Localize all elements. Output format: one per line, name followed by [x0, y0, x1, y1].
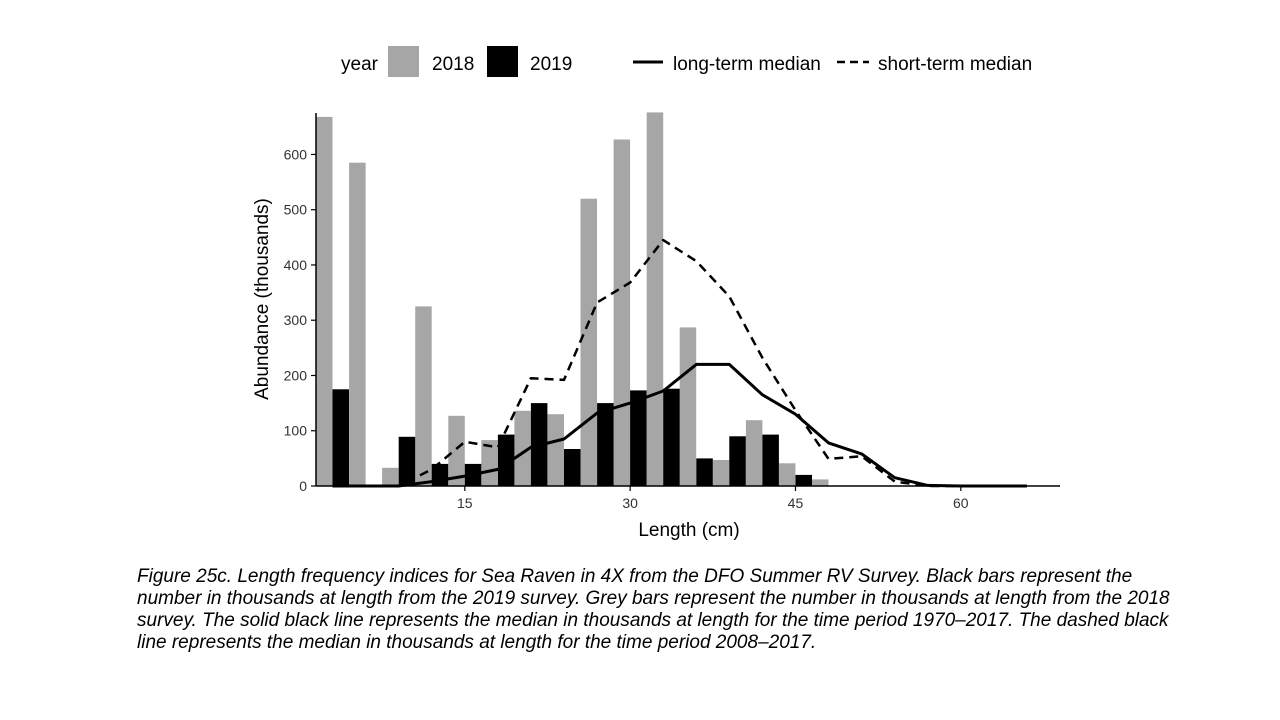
bar-2018-48 — [812, 479, 829, 486]
bar-2019-45 — [795, 474, 812, 486]
length-frequency-chart: year 2018 2019 long-term median short-te… — [252, 46, 1060, 541]
legend-title: year — [341, 54, 379, 75]
x-axis-label: Length (cm) — [638, 520, 739, 541]
legend-label-2019: 2019 — [530, 54, 572, 75]
bar-2018-18 — [481, 440, 498, 486]
x-tick-label-30: 30 — [622, 495, 638, 511]
y-tick-label-300: 300 — [284, 312, 308, 328]
bars-2019 — [332, 388, 812, 486]
legend-swatch-2018 — [388, 46, 419, 77]
legend-label-long-term-median: long-term median — [673, 54, 821, 75]
median-lines — [332, 238, 1027, 488]
y-tick-label-500: 500 — [284, 202, 308, 218]
bar-2018-45 — [778, 463, 796, 486]
bar-2018-39 — [712, 460, 730, 486]
bar-2019-33 — [663, 388, 680, 486]
x-tick-label-15: 15 — [457, 495, 473, 511]
x-tick-label-60: 60 — [953, 495, 969, 511]
bar-2019-3 — [332, 389, 349, 486]
bar-2018-24 — [547, 414, 564, 486]
bar-2018-27 — [580, 198, 597, 486]
bar-2019-9 — [398, 436, 416, 486]
bar-2018-21 — [514, 410, 531, 486]
bars-2018 — [316, 112, 829, 487]
bar-2018-42 — [745, 420, 763, 486]
x-tick-label-45: 45 — [788, 495, 804, 511]
legend-label-short-term-median: short-term median — [878, 54, 1032, 75]
y-axis-label: Abundance (thousands) — [252, 198, 273, 400]
figure-caption: Figure 25c. Length frequency indices for… — [137, 566, 1170, 653]
bar-2019-18 — [497, 434, 515, 486]
y-tick-label-100: 100 — [284, 423, 308, 439]
y-tick-label-400: 400 — [284, 257, 308, 273]
bar-2018-12 — [415, 306, 432, 486]
bar-2018-33 — [646, 112, 664, 487]
bar-2018-30 — [613, 139, 631, 486]
bar-2019-24 — [564, 449, 581, 486]
y-tick-label-0: 0 — [299, 478, 307, 494]
axes: 0 100 200 300 400 500 600 15 30 45 60 — [284, 113, 1060, 511]
bar-2019-36 — [696, 458, 713, 486]
bar-2018-6 — [349, 162, 366, 486]
legend-label-2018: 2018 — [432, 54, 474, 75]
y-tick-label-600: 600 — [284, 146, 308, 162]
y-tick-label-200: 200 — [284, 367, 308, 383]
short-term-median-line — [332, 238, 1027, 488]
legend-swatch-2019 — [487, 46, 518, 77]
bar-2019-42 — [762, 434, 779, 486]
bar-2019-27 — [597, 403, 614, 486]
bar-2018-9 — [382, 467, 399, 486]
bar-2019-30 — [630, 390, 647, 486]
bar-2018-36 — [679, 327, 697, 486]
bar-2019-39 — [729, 436, 746, 486]
long-term-median-line — [332, 362, 1027, 488]
bar-2018-3 — [316, 116, 333, 487]
legend: year 2018 2019 long-term median short-te… — [341, 46, 1032, 77]
bar-2018-15 — [448, 415, 465, 486]
